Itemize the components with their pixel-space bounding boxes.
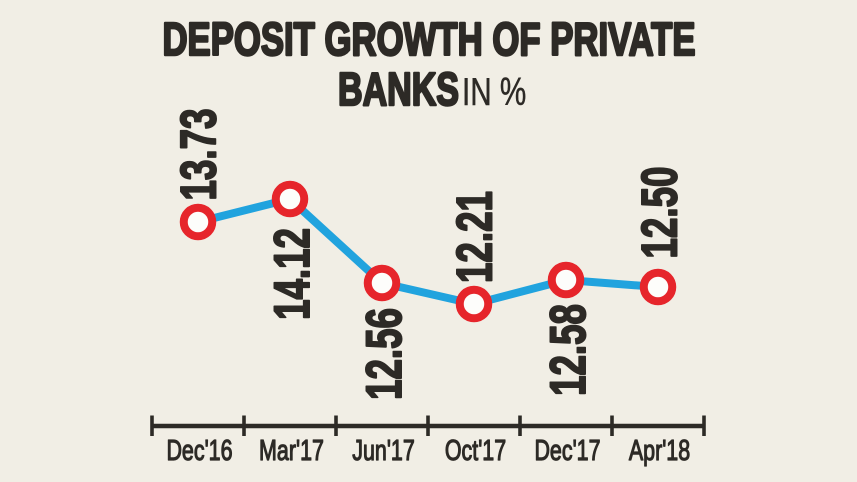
- svg-text:12.56: 12.56: [357, 308, 413, 400]
- svg-text:Dec'16: Dec'16: [166, 435, 232, 467]
- svg-text:Jun'17: Jun'17: [352, 435, 415, 467]
- svg-text:14.12: 14.12: [265, 228, 321, 320]
- svg-text:Apr'18: Apr'18: [629, 435, 690, 467]
- svg-text:Mar'17: Mar'17: [259, 435, 324, 467]
- svg-text:13.73: 13.73: [171, 109, 227, 201]
- svg-text:12.21: 12.21: [447, 191, 503, 283]
- svg-text:DEPOSIT GROWTH OF PRIVATE: DEPOSIT GROWTH OF PRIVATE: [162, 13, 695, 65]
- svg-text:12.50: 12.50: [632, 167, 688, 259]
- svg-text:IN %: IN %: [462, 71, 526, 114]
- svg-text:BANKS: BANKS: [338, 63, 459, 115]
- svg-text:Oct'17: Oct'17: [445, 435, 506, 467]
- svg-text:Dec'17: Dec'17: [534, 435, 600, 467]
- svg-text:12.58: 12.58: [541, 304, 597, 396]
